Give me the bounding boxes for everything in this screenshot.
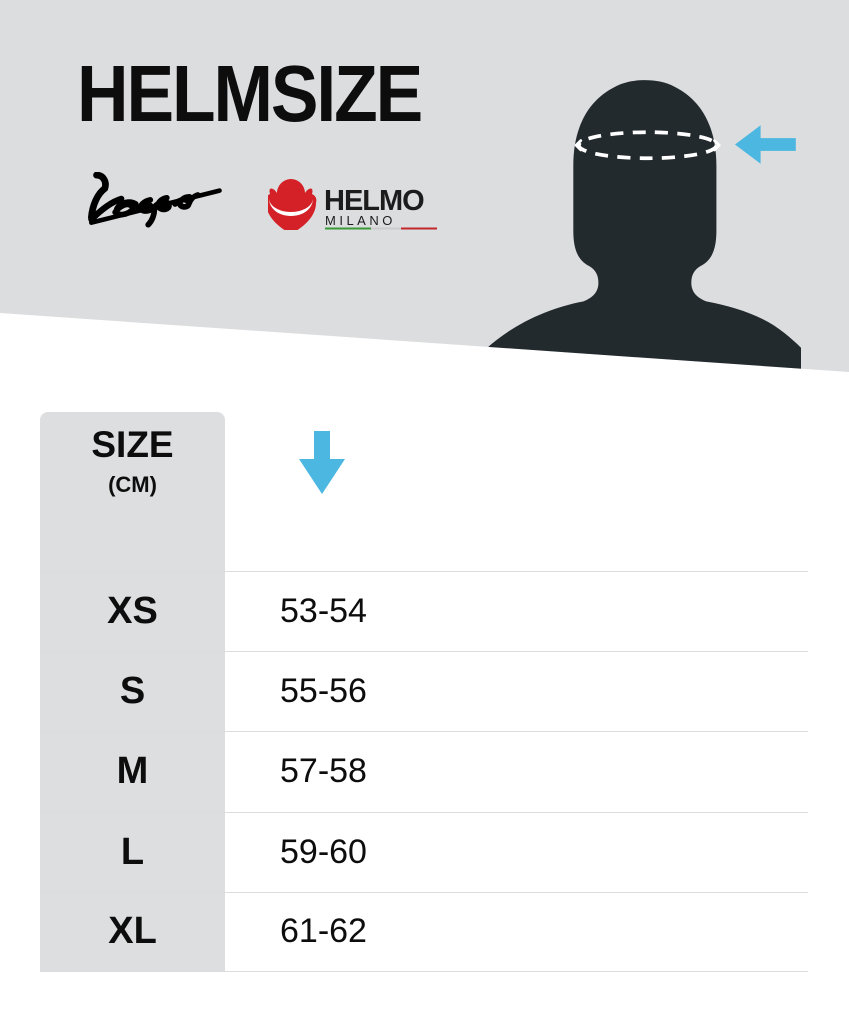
svg-text:MILANO: MILANO <box>325 213 396 228</box>
